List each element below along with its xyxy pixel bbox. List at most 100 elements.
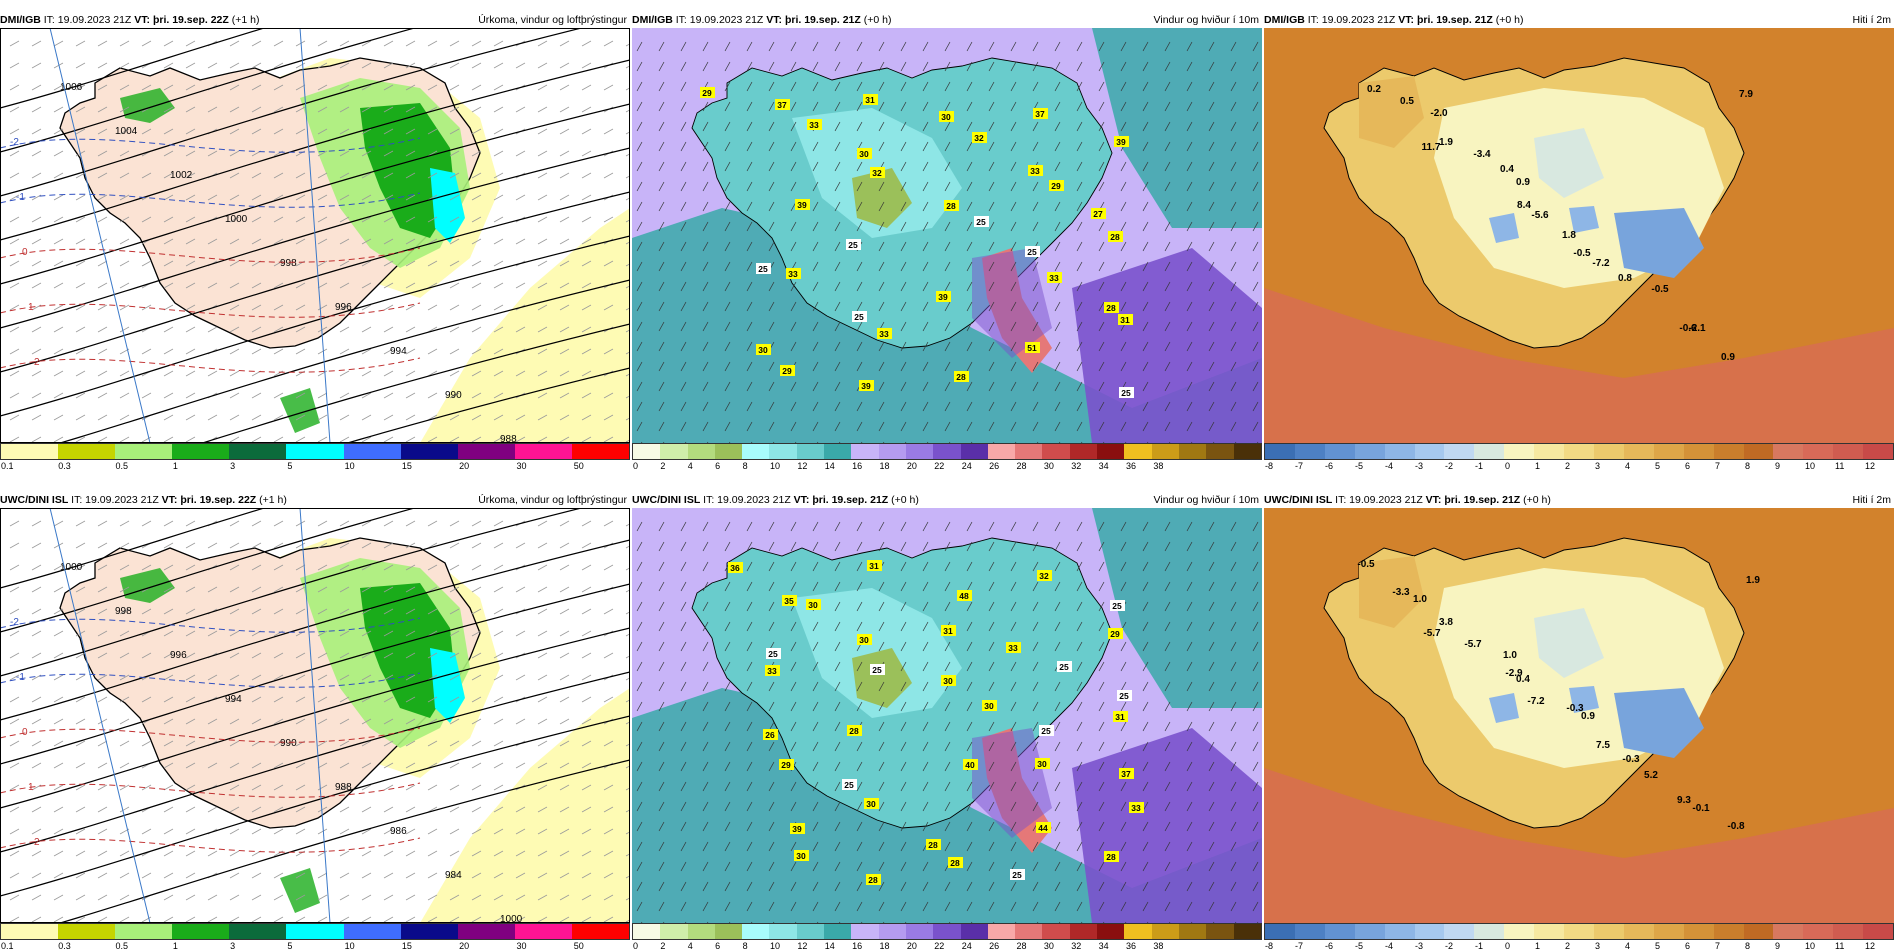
colorbar-swatches xyxy=(632,443,1262,460)
gust-label: 31 xyxy=(1120,315,1130,325)
colorbar-swatch xyxy=(115,444,173,459)
colorbar-tick: 24 xyxy=(961,941,972,951)
colorbar-swatch xyxy=(229,444,287,459)
colorbar-swatch xyxy=(1863,444,1894,459)
colorbar-tick: 14 xyxy=(824,461,835,471)
colorbar-tick: 30 xyxy=(516,941,527,951)
colorbar-tick: 0.5 xyxy=(115,461,129,471)
panel-header: UWC/DINI ISL IT: 19.09.2023 21Z VT: þri.… xyxy=(0,492,630,508)
init-time: IT: 19.09.2023 21Z xyxy=(703,494,791,506)
temp-label: -0.3 xyxy=(1566,703,1584,714)
gust-label: 28 xyxy=(1106,303,1116,313)
colorbar-swatch xyxy=(1015,444,1043,459)
colorbar-tick: 12 xyxy=(797,461,808,471)
gust-label: 33 xyxy=(1131,803,1141,813)
isobar-label: 994 xyxy=(225,694,242,705)
colorbar-tick: 38 xyxy=(1153,461,1164,471)
valid-time: þri. 19.sep. 22Z xyxy=(152,14,229,26)
colorbar-swatch xyxy=(1773,444,1804,459)
temp-label: 0.8 xyxy=(1618,273,1632,284)
colorbar-swatch xyxy=(878,924,906,939)
colorbar-tick: 9 xyxy=(1775,461,1781,471)
gust-label: 32 xyxy=(974,133,984,143)
colorbar-swatch xyxy=(1178,444,1207,459)
gust-label: 25 xyxy=(1041,726,1051,736)
gust-label: 30 xyxy=(859,149,869,159)
panel-title: Hiti í 2m xyxy=(1852,494,1891,506)
colorbar-swatch xyxy=(796,924,825,939)
colorbar-swatch xyxy=(286,444,344,459)
colorbar-swatch xyxy=(1534,924,1565,939)
colorbar-tick: 0 xyxy=(633,941,639,951)
temp-label: -5.7 xyxy=(1423,628,1441,639)
init-time: IT: 19.09.2023 21Z xyxy=(675,14,764,26)
colorbar-tick: -2 xyxy=(1445,941,1454,951)
colorbar-swatch xyxy=(1653,444,1684,459)
colorbar-swatch xyxy=(1151,444,1179,459)
colorbar-tick: 5 xyxy=(1655,941,1661,951)
colorbar-tick: 6 xyxy=(1685,941,1691,951)
init-time: IT: 19.09.2023 21Z xyxy=(1307,14,1396,26)
colorbar-tick: 6 xyxy=(715,461,721,471)
colorbar-swatch xyxy=(1069,924,1098,939)
panel-title: Vindur og hviður í 10m xyxy=(1153,494,1259,506)
valid-time-label: VT: xyxy=(793,494,810,506)
colorbar-swatch xyxy=(769,924,797,939)
colorbar-tick: 2 xyxy=(1565,461,1571,471)
colorbar: 0 2 4 6 8 10 12 14 16 18 20 22 24 26 28 30 32 34 36 38 xyxy=(632,923,1262,952)
colorbar-tick: 7 xyxy=(1715,461,1721,471)
gust-label: 28 xyxy=(956,372,966,382)
colorbar-swatch xyxy=(1042,924,1070,939)
gust-label: 25 xyxy=(872,665,882,675)
colorbar-tick: 1 xyxy=(172,941,178,951)
gust-label: 31 xyxy=(1115,712,1125,722)
colorbar-swatch xyxy=(714,924,743,939)
colorbar-tick: -3 xyxy=(1415,461,1424,471)
temp-label: -2.1 xyxy=(1688,323,1706,334)
gust-label: 28 xyxy=(1110,232,1120,242)
temp-label: 1.8 xyxy=(1562,230,1576,241)
gust-label: 30 xyxy=(808,600,818,610)
temp-line-label: -2 xyxy=(10,137,19,148)
gust-label: 33 xyxy=(1030,166,1040,176)
colorbar-swatch xyxy=(1354,924,1385,939)
model-name: UWC/DINI ISL xyxy=(0,494,69,506)
colorbar-swatch xyxy=(1414,924,1445,939)
colorbar-ticks: 0.1 0.3 0.5 1 3 5 10 15 20 30 50 xyxy=(0,941,630,952)
temp-map: -0.5 3.8 0.4 0.9 5.2 -0.8 1.0 1.0 -0.3 -0.3 -0.1 -3… xyxy=(1264,508,1894,923)
colorbar-tick: 8 xyxy=(1745,941,1751,951)
gust-label: 33 xyxy=(1049,273,1059,283)
temp-label: -0.1 xyxy=(1692,803,1710,814)
colorbar-swatch xyxy=(687,924,715,939)
colorbar-swatch xyxy=(457,924,515,939)
colorbar-swatch xyxy=(1124,924,1152,939)
colorbar-tick: 26 xyxy=(989,941,1000,951)
temp-line-label: 1 xyxy=(28,782,34,793)
temp-line-label: 0 xyxy=(22,247,28,258)
colorbar-tick: 0 xyxy=(1505,461,1511,471)
colorbar-tick: 10 xyxy=(344,461,355,471)
colorbar-swatch xyxy=(1294,444,1325,459)
colorbar-swatches xyxy=(1264,923,1894,940)
colorbar-swatch xyxy=(172,444,230,459)
colorbar-tick: -1 xyxy=(1475,941,1484,951)
colorbar-swatch xyxy=(1324,444,1355,459)
colorbar-tick: 22 xyxy=(934,941,945,951)
colorbar-tick: 5 xyxy=(287,461,293,471)
temp-label: -7.2 xyxy=(1592,258,1610,269)
gust-label: 25 xyxy=(1119,691,1129,701)
colorbar-swatch xyxy=(1863,924,1894,939)
gust-label: 35 xyxy=(784,596,794,606)
gust-label: 28 xyxy=(950,858,960,868)
colorbar-swatch xyxy=(1683,924,1714,939)
colorbar-swatches xyxy=(0,443,630,460)
isobar-label: 1000 xyxy=(60,562,83,573)
colorbar-swatch xyxy=(1178,924,1207,939)
precip-map: 1006100410021000998996994990988986984-2-… xyxy=(0,28,630,443)
colorbar-ticks: 0 2 4 6 8 10 12 14 16 18 20 22 24 26 28 30 32 34 36 38 xyxy=(632,461,1262,472)
gust-label: 25 xyxy=(854,312,864,322)
precip-map-canvas: 1000 998 996 994 990 988 986 984 1000 -2 -1 0 1 2 xyxy=(0,508,630,923)
gust-label: 28 xyxy=(868,875,878,885)
gust-label: 39 xyxy=(797,200,807,210)
colorbar-swatch xyxy=(1,444,59,459)
